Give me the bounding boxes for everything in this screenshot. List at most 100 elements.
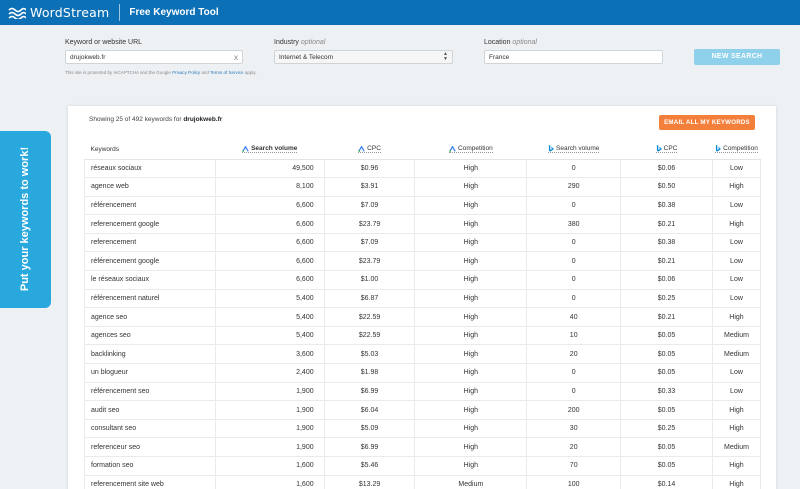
google-cpc-cell: $5.46	[323, 456, 415, 476]
keyword-cell: referenceur seo	[84, 437, 216, 457]
google-volume-cell: 49,500	[214, 159, 325, 179]
google-competition-cell: High	[414, 456, 527, 476]
col-google-search-volume[interactable]: Search volume	[215, 140, 325, 160]
google-cpc-cell: $13.29	[323, 475, 415, 489]
bing-cpc-cell: $0.25	[620, 289, 713, 309]
bing-volume-cell: 200	[526, 400, 621, 420]
google-cpc-cell: $7.09	[323, 196, 415, 216]
industry-optional: optional	[300, 39, 326, 46]
put-keywords-to-work-tab[interactable]: Put your keywords to work!	[0, 131, 51, 308]
wordstream-logo[interactable]: WordStream	[8, 5, 109, 20]
keyword-cell: référencement naturel	[84, 289, 216, 309]
table-row: référencement 6,600 $7.09 High 0 $0.38 Low	[84, 196, 762, 216]
google-competition-cell: High	[414, 344, 527, 365]
bing-competition-cell: Low	[711, 233, 762, 253]
bing-icon	[656, 144, 662, 152]
bing-volume-cell: 0	[526, 159, 621, 179]
google-competition-cell: High	[414, 363, 527, 383]
header-divider	[119, 4, 121, 21]
google-cpc-cell: $22.59	[323, 307, 415, 327]
bing-competition-cell: Low	[711, 196, 762, 216]
location-label: Location optional	[484, 39, 537, 46]
table-row: un blogueur 2,400 $1.98 High 0 $0.05 Low	[84, 363, 762, 383]
new-search-button[interactable]: NEW SEARCH	[694, 49, 780, 65]
bing-volume-cell: 0	[526, 382, 621, 402]
industry-select[interactable]: Internet & Telecom ▲ ▼	[274, 50, 453, 64]
bing-volume-cell: 0	[526, 233, 621, 253]
keyword-cell: agence web	[84, 177, 216, 197]
table-row: agence web 8,100 $3.91 High 290 $0.50 High	[84, 177, 762, 197]
google-volume-cell: 1,900	[214, 400, 325, 420]
keyword-cell: backlinking	[84, 344, 216, 365]
bing-competition-cell: High	[711, 307, 762, 327]
google-cpc-cell: $6.99	[323, 437, 415, 457]
google-ads-icon	[242, 145, 249, 152]
location-value: France	[489, 54, 510, 61]
bing-cpc-cell: $0.33	[620, 382, 713, 402]
col-bing-search-volume[interactable]: Search volume	[526, 140, 621, 160]
col-google-cpc[interactable]: CPC	[324, 140, 415, 160]
bing-volume-cell: 10	[526, 326, 621, 346]
bing-competition-cell: High	[711, 400, 762, 420]
tool-title: Free Keyword Tool	[129, 7, 219, 18]
col-google-competition[interactable]: Competition	[414, 140, 527, 160]
bing-volume-cell: 30	[526, 419, 621, 439]
bing-competition-cell: Low	[711, 159, 762, 179]
google-cpc-cell: $22.59	[323, 326, 415, 346]
keyword-cell: formation seo	[84, 456, 216, 476]
bing-volume-cell: 20	[526, 437, 621, 457]
google-volume-cell: 6,600	[214, 233, 325, 253]
keyword-cell: consultant seo	[84, 419, 216, 439]
bing-competition-cell: Low	[711, 251, 762, 272]
bing-volume-cell: 100	[526, 475, 621, 489]
table-row: agence seo 5,400 $22.59 High 40 $0.21 High	[84, 307, 762, 327]
google-competition-cell: High	[414, 307, 527, 327]
keyword-input[interactable]: drujokweb.fr x	[65, 50, 243, 64]
table-header-row: Keywords Search volume CPC Competition S…	[84, 140, 761, 160]
google-cpc-cell: $5.09	[323, 419, 415, 439]
google-cpc-cell: $6.87	[323, 289, 415, 309]
bing-volume-cell: 0	[526, 363, 621, 383]
keyword-cell: référencement	[84, 196, 216, 216]
table-row: le réseaux sociaux 6,600 $1.00 High 0 $0.06 Lo…	[84, 270, 762, 290]
google-competition-cell: High	[414, 382, 527, 402]
google-competition-cell: High	[414, 233, 527, 253]
google-competition-cell: High	[414, 251, 527, 272]
bing-cpc-cell: $0.21	[620, 251, 713, 272]
google-volume-cell: 1,900	[214, 437, 325, 457]
bing-competition-cell: Medium	[711, 326, 762, 346]
bing-competition-cell: Medium	[711, 437, 762, 457]
google-volume-cell: 5,400	[214, 289, 325, 309]
bing-icon	[716, 144, 721, 152]
table-row: backlinking 3,600 $5.03 High 20 $0.05 Medium	[84, 344, 762, 365]
email-all-keywords-button[interactable]: EMAIL ALL MY KEYWORDS	[659, 115, 755, 130]
google-ads-icon	[358, 145, 365, 152]
location-input[interactable]: France	[484, 50, 663, 64]
bing-cpc-cell: $0.05	[620, 363, 713, 383]
bing-cpc-cell: $0.05	[620, 344, 713, 365]
keyword-cell: referencement	[84, 233, 216, 253]
bing-cpc-cell: $0.38	[620, 196, 713, 216]
privacy-policy-link[interactable]: Privacy Policy	[172, 70, 201, 75]
google-cpc-cell: $23.79	[323, 214, 415, 234]
col-bing-cpc[interactable]: CPC	[620, 140, 713, 160]
bing-competition-cell: Low	[711, 289, 762, 309]
terms-of-service-link[interactable]: Terms of Service	[210, 70, 244, 75]
google-volume-cell: 1,900	[214, 419, 325, 439]
results-panel: Showing 25 of 492 keywords for drujokweb…	[68, 106, 776, 489]
bing-competition-cell: Low	[711, 363, 762, 383]
google-ads-icon	[449, 145, 456, 152]
industry-label: Industry optional	[274, 39, 326, 46]
google-volume-cell: 2,400	[214, 363, 325, 383]
bing-cpc-cell: $0.21	[620, 214, 713, 234]
google-competition-cell: High	[414, 159, 527, 179]
col-bing-competition[interactable]: Competition	[712, 140, 761, 160]
bing-cpc-cell: $0.06	[620, 159, 713, 179]
bing-cpc-cell: $0.06	[620, 270, 713, 290]
bing-competition-cell: High	[711, 214, 762, 234]
google-competition-cell: High	[414, 270, 527, 290]
keyword-cell: agence seo	[84, 307, 216, 327]
table-row: referencement google 6,600 $23.79 High 380 $0…	[84, 214, 762, 234]
google-cpc-cell: $23.79	[323, 251, 415, 272]
clear-icon[interactable]: x	[234, 53, 238, 62]
